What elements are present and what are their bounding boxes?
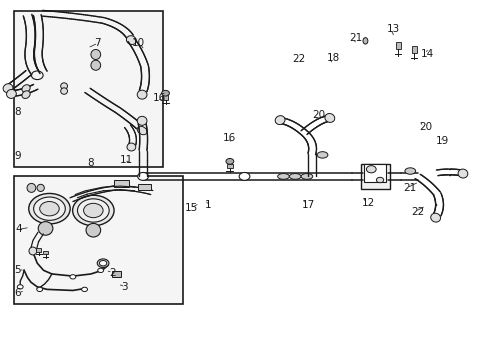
Ellipse shape — [97, 259, 109, 267]
Text: 14: 14 — [420, 49, 433, 59]
Text: 6: 6 — [14, 288, 21, 298]
Ellipse shape — [137, 90, 147, 99]
Ellipse shape — [126, 36, 136, 45]
Ellipse shape — [38, 222, 53, 235]
Bar — [360, 163, 389, 189]
Ellipse shape — [277, 174, 289, 179]
Ellipse shape — [83, 203, 103, 218]
Ellipse shape — [404, 168, 415, 174]
Text: 10: 10 — [131, 38, 144, 48]
Bar — [14, 176, 182, 304]
Bar — [364, 163, 386, 182]
Text: 18: 18 — [326, 53, 339, 63]
Text: 16: 16 — [153, 93, 166, 103]
Bar — [411, 46, 416, 53]
Ellipse shape — [99, 261, 106, 266]
Text: 4: 4 — [15, 225, 22, 234]
Text: 22: 22 — [292, 54, 305, 64]
Text: 8: 8 — [87, 158, 94, 168]
Ellipse shape — [61, 83, 67, 89]
Text: 1: 1 — [204, 200, 211, 210]
Ellipse shape — [366, 166, 375, 173]
Bar — [226, 163, 232, 168]
Ellipse shape — [362, 38, 367, 44]
Ellipse shape — [37, 184, 44, 192]
Text: 21: 21 — [402, 183, 415, 193]
Text: 22: 22 — [410, 207, 424, 217]
Ellipse shape — [27, 183, 36, 192]
Text: 5: 5 — [14, 265, 21, 275]
Text: 19: 19 — [435, 136, 448, 146]
Ellipse shape — [77, 199, 109, 222]
Ellipse shape — [161, 90, 169, 96]
Text: 2: 2 — [109, 267, 115, 278]
Ellipse shape — [324, 113, 334, 122]
Ellipse shape — [457, 169, 467, 178]
Ellipse shape — [70, 275, 76, 279]
Text: 16: 16 — [222, 133, 235, 143]
Ellipse shape — [86, 224, 101, 237]
Ellipse shape — [137, 126, 147, 135]
Bar — [162, 95, 168, 100]
Text: 12: 12 — [361, 198, 374, 208]
Ellipse shape — [376, 177, 383, 183]
Text: 9: 9 — [14, 150, 21, 161]
Ellipse shape — [98, 268, 103, 273]
Ellipse shape — [73, 195, 114, 226]
Ellipse shape — [430, 213, 440, 222]
Text: 3: 3 — [122, 282, 128, 292]
Text: 20: 20 — [418, 122, 431, 132]
Text: 15: 15 — [184, 203, 198, 213]
Ellipse shape — [317, 152, 327, 158]
Ellipse shape — [34, 197, 65, 220]
Ellipse shape — [29, 247, 37, 255]
Bar — [43, 251, 48, 254]
Ellipse shape — [91, 49, 101, 59]
Ellipse shape — [225, 158, 233, 164]
Bar — [395, 42, 400, 49]
Bar — [138, 184, 150, 190]
Bar — [112, 271, 121, 277]
Ellipse shape — [137, 116, 147, 125]
Text: 17: 17 — [302, 200, 315, 210]
Ellipse shape — [81, 287, 87, 292]
Ellipse shape — [40, 202, 59, 216]
Bar — [14, 12, 163, 167]
Text: 21: 21 — [348, 33, 362, 43]
Ellipse shape — [127, 143, 136, 151]
Text: 13: 13 — [386, 24, 399, 35]
Ellipse shape — [239, 172, 249, 180]
Ellipse shape — [22, 91, 30, 99]
Ellipse shape — [301, 174, 312, 179]
Ellipse shape — [22, 85, 30, 93]
Text: 20: 20 — [311, 110, 324, 120]
Ellipse shape — [275, 116, 285, 125]
Ellipse shape — [3, 84, 13, 93]
Ellipse shape — [91, 60, 101, 70]
Ellipse shape — [37, 287, 42, 292]
Text: 11: 11 — [120, 155, 133, 165]
Text: 8: 8 — [14, 107, 21, 117]
Text: 7: 7 — [94, 38, 101, 48]
Bar — [114, 180, 129, 187]
Bar — [36, 248, 41, 252]
Ellipse shape — [6, 89, 16, 98]
Ellipse shape — [61, 88, 67, 94]
Ellipse shape — [29, 193, 70, 224]
Ellipse shape — [17, 285, 23, 289]
Ellipse shape — [289, 174, 301, 179]
Ellipse shape — [138, 172, 148, 180]
